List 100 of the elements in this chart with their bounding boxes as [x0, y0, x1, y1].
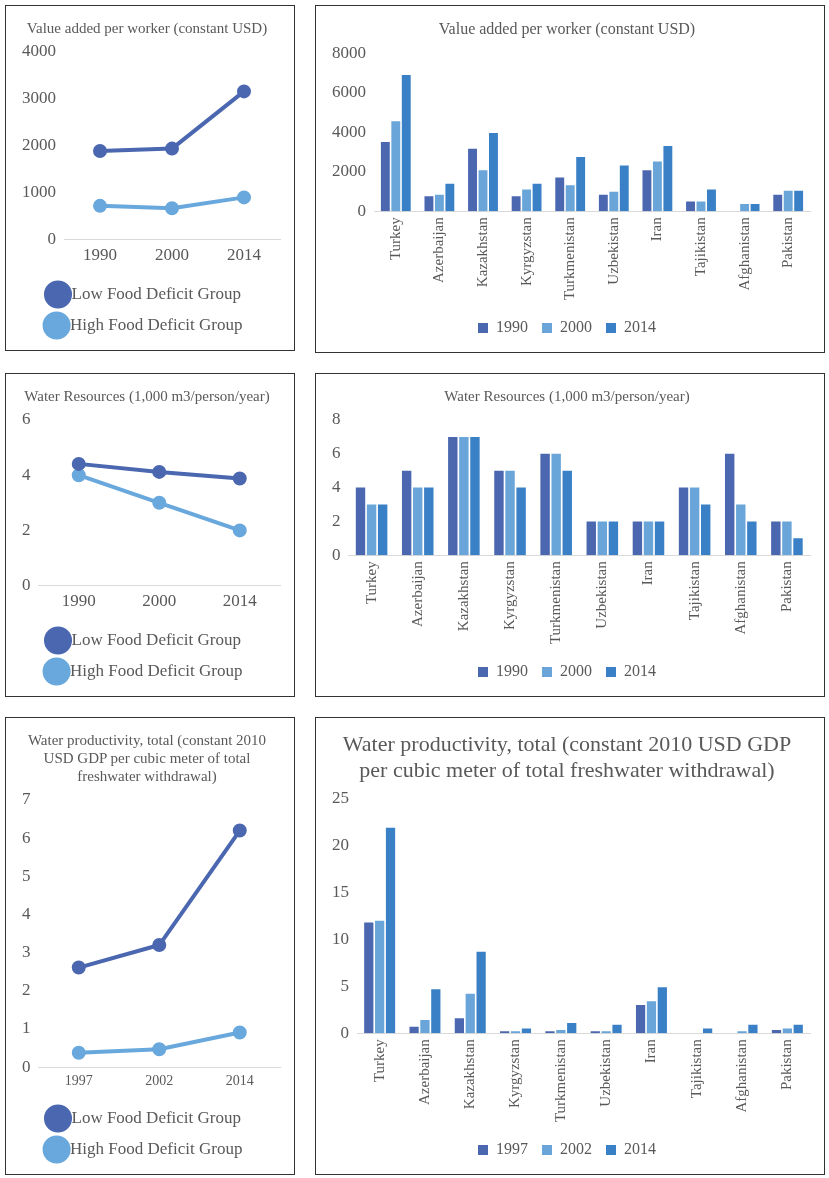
legend-label: 1990 — [496, 318, 528, 336]
y-tick-label: 6 — [332, 443, 341, 463]
bar — [468, 148, 477, 212]
y-tick-label: 0 — [357, 200, 366, 220]
bar — [478, 170, 488, 212]
y-tick-label: 1 — [22, 1018, 31, 1038]
bar — [724, 453, 735, 556]
legend-label: Low Food Deficit Group — [71, 629, 242, 649]
point — [232, 523, 247, 538]
bar — [448, 436, 458, 556]
x-tick-label: 2002 — [145, 1073, 174, 1089]
x-tick-label: 1990 — [61, 591, 96, 611]
y-tick-label: 6000 — [332, 82, 366, 102]
bar — [366, 504, 377, 556]
bar — [364, 922, 374, 1034]
x-tick-label: Tajikistan — [687, 1038, 704, 1099]
bar — [632, 521, 643, 556]
y-tick-label: 1000 — [22, 182, 56, 202]
bar — [652, 161, 662, 212]
bar — [409, 1026, 419, 1034]
y-tick-label: 0 — [22, 1056, 31, 1076]
bar — [459, 436, 469, 556]
chart-title: Water Resources (1,000 m3/person/year) — [24, 387, 270, 405]
bar — [793, 1024, 803, 1034]
legend-label: Low Food Deficit Group — [71, 283, 242, 303]
bar — [465, 993, 475, 1034]
bar — [489, 133, 498, 212]
x-tick-label: Azerbaijan — [408, 560, 425, 628]
x-tick-label: 1997 — [64, 1073, 93, 1089]
point — [152, 938, 167, 953]
point — [71, 960, 86, 975]
y-tick-label: 6 — [22, 409, 31, 429]
bar — [424, 196, 434, 212]
bar — [619, 165, 629, 212]
bar — [434, 194, 444, 212]
y-tick-label: 0 — [332, 544, 341, 564]
bar — [663, 146, 673, 212]
chart-title: Value added per worker (constant USD) — [26, 19, 268, 37]
bar — [750, 203, 760, 212]
bar — [445, 183, 455, 212]
chart-title: Value added per worker (constant USD) — [438, 19, 696, 38]
bar — [505, 470, 515, 556]
bar — [522, 189, 532, 212]
legend-label: High Food Deficit Group — [70, 314, 243, 334]
bar — [740, 203, 750, 212]
bar — [773, 194, 783, 212]
bar — [401, 74, 411, 212]
point — [152, 495, 167, 510]
bar — [782, 521, 792, 556]
bar — [793, 538, 803, 556]
y-tick-label: 2 — [22, 980, 31, 1000]
bar — [748, 1024, 758, 1034]
legend-label: 2000 — [560, 662, 592, 680]
x-tick-label: Turkey — [370, 1038, 387, 1083]
point — [165, 201, 179, 216]
point — [232, 1025, 247, 1040]
y-tick-label: 0 — [22, 575, 31, 595]
bar — [657, 987, 667, 1034]
x-tick-label: Iran — [639, 560, 656, 586]
point — [165, 141, 179, 156]
legend-label: 2014 — [624, 662, 656, 680]
bar — [597, 521, 608, 556]
y-tick-label: 3000 — [22, 88, 56, 108]
bar — [771, 521, 781, 556]
bar — [608, 521, 619, 556]
bar — [646, 1001, 657, 1034]
bar — [736, 504, 746, 556]
x-tick-label: 2000 — [142, 591, 177, 611]
bar — [686, 201, 695, 212]
x-tick-label: Turkey — [362, 560, 379, 605]
bar — [540, 453, 550, 556]
point — [232, 823, 247, 838]
legend-label: High Food Deficit Group — [70, 1138, 243, 1158]
bar — [494, 470, 504, 556]
x-tick-label: 1990 — [83, 245, 117, 265]
bar — [385, 827, 396, 1034]
x-tick-label: 2014 — [225, 1073, 254, 1089]
x-tick-label: Afghanistan — [732, 1038, 749, 1113]
bar — [454, 1018, 464, 1034]
bar — [532, 183, 542, 212]
x-tick-label: Pakistan — [777, 560, 794, 613]
bar — [707, 189, 716, 212]
bar — [700, 504, 711, 556]
x-tick-label: 2014 — [227, 245, 262, 265]
bar — [771, 1029, 782, 1034]
bar — [609, 191, 619, 212]
y-tick-label: 7 — [22, 789, 31, 809]
x-tick-label: Kyrgyzstan — [500, 560, 517, 631]
legend-label: 2014 — [624, 1140, 656, 1158]
x-tick-label: Uzbekistan — [597, 1038, 614, 1107]
legend-label: 2014 — [624, 318, 656, 336]
bar — [377, 504, 388, 556]
y-tick-label: 15 — [332, 882, 349, 902]
bar — [380, 142, 390, 212]
x-tick-label: Afghanistan — [731, 560, 748, 635]
y-tick-label: 5 — [340, 975, 349, 995]
bar — [551, 453, 561, 556]
bar — [413, 487, 423, 556]
bar — [516, 487, 526, 556]
y-tick-label: 5 — [22, 865, 31, 885]
